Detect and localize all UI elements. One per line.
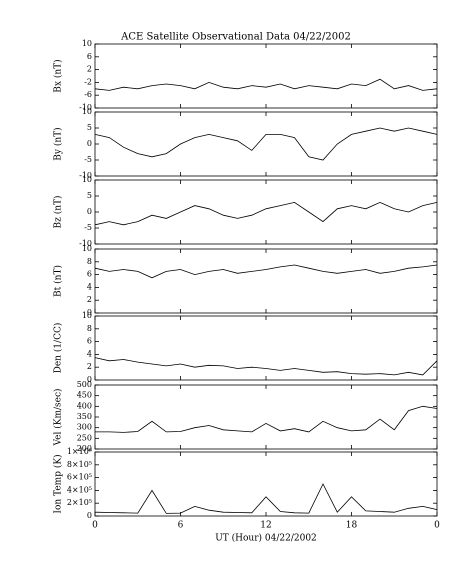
y-tick-label: 0: [87, 375, 92, 384]
y-tick-label: 5: [87, 191, 92, 200]
y-tick-label: 450: [77, 391, 92, 400]
y-tick-label: 0: [87, 139, 92, 148]
chart-title: ACE Satellite Observational Data 04/22/2…: [120, 32, 351, 43]
y-tick-label: -5: [84, 223, 92, 232]
y-axis-label: Den (1/CC): [53, 323, 64, 374]
y-axis-label: Bx (nT): [53, 59, 64, 92]
plot-frame: [94, 111, 438, 177]
data-line: [94, 264, 438, 279]
x-axis-label: UT (Hour) 04/22/2002: [215, 533, 317, 544]
data-line: [94, 78, 438, 91]
y-axis-label: By (nT): [53, 127, 64, 160]
y-tick-label: 300: [77, 423, 92, 432]
y-tick-label: 4: [87, 282, 92, 291]
y-tick-label: 2: [87, 362, 92, 371]
plot-frame: [94, 43, 438, 109]
x-tick-label: 0: [92, 521, 98, 531]
data-line: [94, 127, 438, 161]
plot-frame: [94, 248, 438, 314]
y-tick-label: 6: [87, 270, 92, 279]
plot-frame: [94, 384, 438, 450]
x-tick-label: 0: [434, 521, 440, 531]
data-line: [95, 405, 438, 433]
y-tick-label: -10: [79, 239, 92, 248]
y-tick-label: -10: [79, 171, 92, 180]
y-tick-label: 8×10⁵: [67, 460, 92, 469]
plot-frame: [94, 179, 438, 245]
y-tick-label: 1×10⁶: [67, 447, 92, 456]
y-tick-label: 250: [77, 433, 92, 442]
y-axis-label: Vel (Km/sec): [53, 388, 64, 446]
y-tick-label: 10: [82, 107, 92, 116]
y-tick-label: 6: [87, 52, 92, 61]
y-tick-label: -10: [79, 103, 92, 112]
y-tick-label: 6: [87, 337, 92, 346]
y-tick-label: -6: [84, 90, 92, 99]
y-tick-label: 10: [82, 311, 92, 320]
y-tick-label: 10: [82, 175, 92, 184]
plot-frame: [94, 315, 438, 381]
y-tick-label: -5: [84, 155, 92, 164]
y-axis-label: Ion Temp (K): [53, 454, 64, 513]
y-tick-label: 0: [87, 308, 92, 317]
y-tick-label: 0: [87, 511, 92, 520]
y-tick-label: 500: [77, 380, 92, 389]
y-tick-label: 5: [87, 123, 92, 132]
y-tick-label: 200: [77, 444, 92, 453]
y-tick-label: 4×10⁵: [67, 485, 92, 494]
y-tick-label: 8: [87, 324, 92, 333]
y-tick-label: 2: [87, 65, 92, 74]
x-tick-label: 12: [260, 521, 271, 531]
plot-frame: [94, 451, 438, 517]
y-tick-label: 350: [77, 412, 92, 421]
data-line: [94, 483, 438, 514]
y-tick-label: 400: [77, 401, 92, 410]
data-line: [94, 201, 438, 226]
y-tick-label: 8: [87, 257, 92, 266]
y-tick-label: 2: [87, 295, 92, 304]
x-tick-label: 6: [178, 521, 184, 531]
y-tick-label: 0: [87, 207, 92, 216]
y-axis-label: Bz (nT): [53, 195, 64, 228]
y-tick-label: 10: [82, 39, 92, 48]
y-tick-label: -2: [84, 77, 92, 86]
data-line: [94, 357, 438, 376]
y-tick-label: 6×10⁵: [67, 473, 92, 482]
y-axis-label: Bt (nT): [53, 265, 64, 297]
y-tick-label: 10: [82, 244, 92, 253]
x-tick-label: 18: [346, 521, 358, 531]
y-tick-label: 2×10⁵: [67, 498, 92, 507]
y-tick-label: 4: [87, 349, 92, 358]
